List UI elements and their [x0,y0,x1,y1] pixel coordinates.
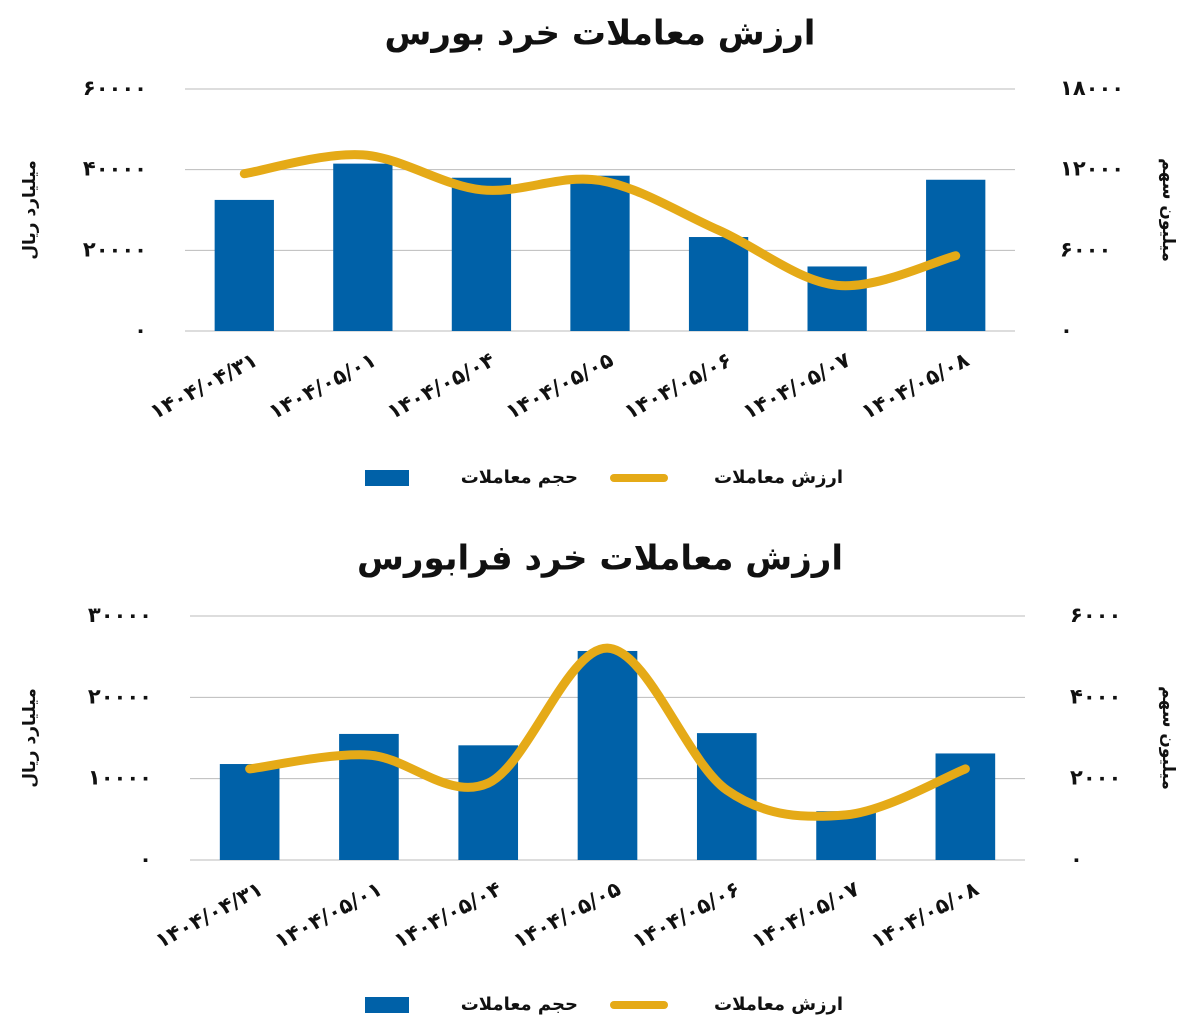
x-tick-label: ۱۴۰۴/۰۵/۰۱ [265,348,380,425]
x-tick-label: ۱۴۰۴/۰۴/۳۱ [146,348,261,425]
y-tick-label: ۰ [134,318,147,342]
y-tick-label: ۴۰۰۰۰ [83,157,147,181]
legend-label: حجم معاملات [461,467,578,488]
chart-title: ارزش معاملات خرد بورس [385,14,816,54]
y2-axis-title: میلیون سهم [1158,686,1178,790]
bar [688,237,749,331]
y-axis-title: میلیارد ریال [20,160,40,259]
x-tick-label: ۱۴۰۴/۰۴/۳۱ [151,877,266,954]
y-tick-label: ۲۰۰۰۰ [88,684,152,708]
x-tick-label: ۱۴۰۴/۰۵/۰۴ [390,876,506,953]
y-tick-label: ۰ [139,847,152,871]
legend-label: ارزش معاملات [714,994,843,1015]
bar [570,175,630,331]
y2-tick-label: ۰ [1060,318,1073,342]
y-axis-title: میلیارد ریال [20,688,40,787]
bar [333,163,393,331]
x-tick-label: ۱۴۰۴/۰۵/۰۵ [509,876,625,953]
y2-tick-label: ۱۸۰۰۰ [1060,76,1124,100]
y2-tick-label: ۲۰۰۰ [1070,766,1121,790]
y-tick-label: ۶۰۰۰۰ [83,76,147,100]
x-tick-label: ۱۴۰۴/۰۵/۰۸ [858,347,974,424]
y2-tick-label: ۴۰۰۰ [1070,684,1121,708]
line [245,643,970,821]
y2-tick-label: ۰ [1070,847,1083,871]
y2-axis-title: میلیون سهم [1158,158,1178,262]
bar [219,764,280,860]
x-tick-label: ۱۴۰۴/۰۵/۰۷ [739,347,855,424]
legend-label: حجم معاملات [461,994,578,1015]
x-tick-label: ۱۴۰۴/۰۵/۰۷ [748,876,864,953]
x-tick-label: ۱۴۰۴/۰۵/۰۶ [629,877,744,954]
x-tick-label: ۱۴۰۴/۰۵/۰۱ [271,877,386,954]
x-tick-label: ۱۴۰۴/۰۵/۰۸ [867,876,983,953]
y2-tick-label: ۶۰۰۰ [1060,237,1111,261]
x-tick-label: ۱۴۰۴/۰۵/۰۶ [620,348,735,425]
bar [214,199,274,331]
legend-label: ارزش معاملات [714,467,843,488]
y-tick-label: ۲۰۰۰۰ [83,237,147,261]
y-tick-label: ۱۰۰۰۰ [88,766,152,790]
y2-tick-label: ۶۰۰۰ [1070,603,1121,627]
bar [451,177,512,331]
bar [577,650,638,860]
bar [696,733,757,860]
line [239,150,961,291]
x-tick-label: ۱۴۰۴/۰۵/۰۴ [383,347,499,424]
legend-swatch [365,997,409,1013]
y2-tick-label: ۱۲۰۰۰ [1060,157,1124,181]
chart-title: ارزش معاملات خرد فرابورس [357,539,843,579]
x-tick-label: ۱۴۰۴/۰۵/۰۵ [502,347,618,424]
legend-swatch [365,470,409,486]
y-tick-label: ۳۰۰۰۰ [88,603,152,627]
